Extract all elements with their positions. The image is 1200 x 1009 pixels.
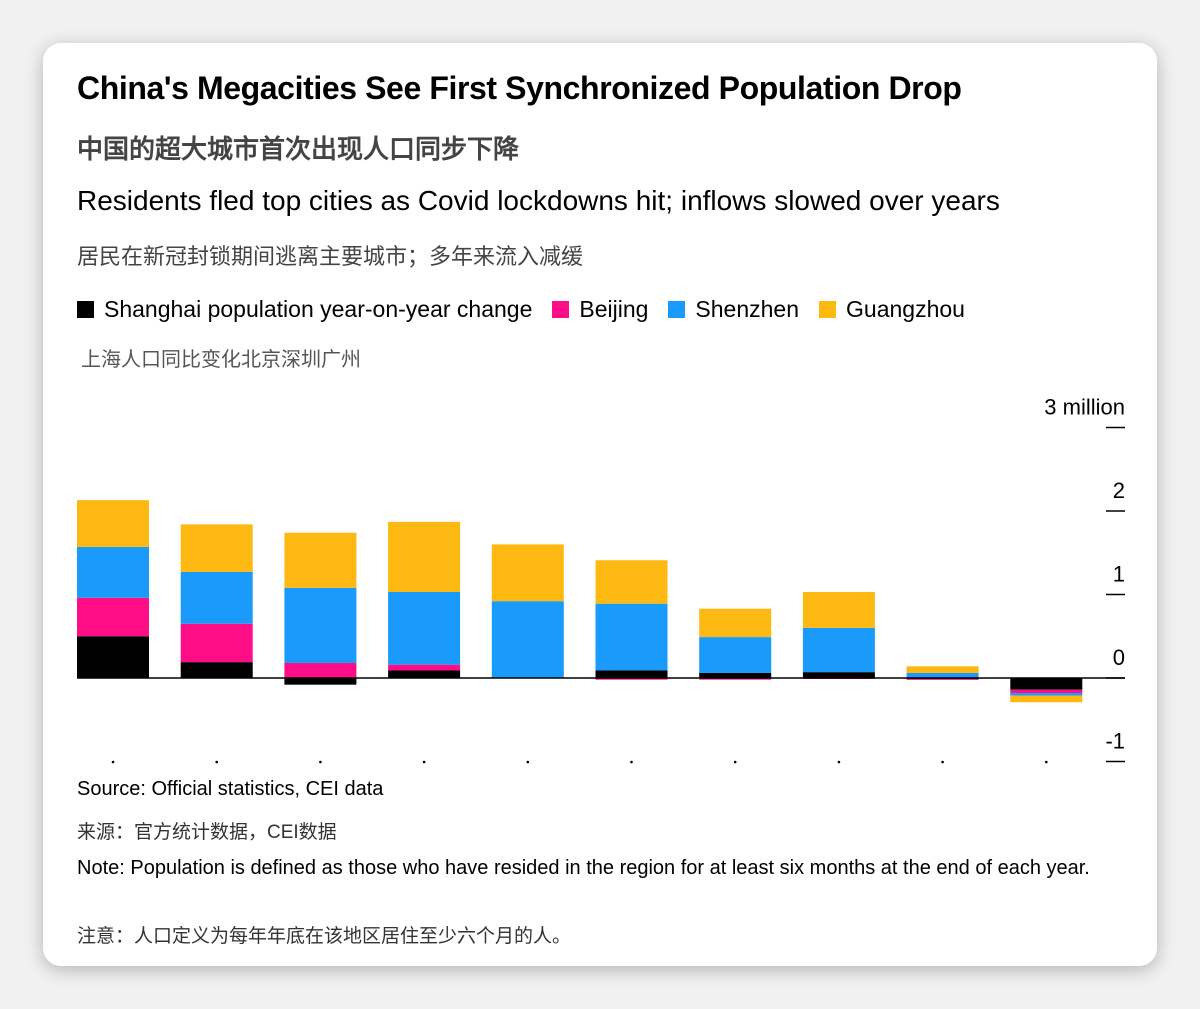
bar-segment-guangzhou <box>388 521 461 592</box>
bar-segment-shenzhen <box>77 546 149 598</box>
source-text: Source: Official statistics, CEI data <box>77 778 384 800</box>
bar-segment-shanghai <box>180 662 253 678</box>
bar-segment-guangzhou <box>802 591 875 628</box>
legend-label-shanghai: Shanghai population year-on-year change <box>104 296 533 322</box>
chart-card: China's Megacities See First Synchronize… <box>43 43 1157 966</box>
bar-segment-beijing <box>1010 689 1083 694</box>
y-tick-label: 3 million <box>1044 395 1125 420</box>
bar-segment-beijing <box>180 623 253 663</box>
bar-segment-guangzhou <box>906 666 979 673</box>
legend-label-zh: 上海人口同比变化北京深圳广州 <box>81 349 361 371</box>
bar-segment-shanghai <box>699 672 772 678</box>
bar-segment-shenzhen <box>180 571 253 624</box>
legend-item-shanghai: Shanghai population year-on-year change <box>77 296 532 323</box>
y-tick-label: 2 <box>1113 478 1125 503</box>
x-tick-mark <box>215 760 218 764</box>
bar-segment-shenzhen <box>491 601 564 678</box>
bar-segment-guangzhou <box>595 560 668 604</box>
x-tick-mark <box>319 760 322 764</box>
bar-segment-shanghai <box>77 636 149 678</box>
bar-segment-shenzhen <box>906 672 979 678</box>
x-tick-mark <box>1045 760 1048 764</box>
bar-segment-beijing <box>77 597 149 637</box>
note-text: Note: Population is defined as those who… <box>77 857 1090 879</box>
legend-swatch-shenzhen <box>668 301 686 318</box>
y-tick-label: 1 <box>1113 562 1125 587</box>
bar-segment-shanghai <box>595 670 668 678</box>
y-tick-label: -1 <box>1105 729 1125 754</box>
bar-segment-beijing <box>284 662 357 678</box>
bar-segment-shanghai <box>802 672 875 678</box>
bar-segment-shenzhen <box>595 603 668 671</box>
legend-swatch-guangzhou <box>819 301 837 318</box>
bar-segment-guangzhou <box>491 544 564 602</box>
x-tick-mark <box>422 760 426 764</box>
bar-segment-guangzhou <box>180 524 253 572</box>
bar-segment-guangzhou <box>699 608 772 638</box>
legend-item-shenzhen: Shenzhen <box>668 296 799 323</box>
source-text-zh: 来源：官方统计数据，CEI数据 <box>77 822 337 843</box>
legend-swatch-beijing <box>552 301 570 318</box>
x-tick-mark <box>941 760 944 764</box>
chart-title: China's Megacities See First Synchronize… <box>77 70 962 106</box>
bar-segment-shanghai <box>1010 678 1083 690</box>
bar-segment-beijing <box>595 678 668 680</box>
x-tick-mark <box>837 760 841 764</box>
bar-segment-shanghai <box>284 678 357 685</box>
stacked-bar-chart: 3 million 2 1 0 -1 <box>77 395 1125 764</box>
bar-segment-guangzhou <box>284 532 357 588</box>
chart-subtitle: Residents fled top cities as Covid lockd… <box>77 185 1000 216</box>
legend-label-beijing: Beijing <box>579 296 649 322</box>
bar-segment-guangzhou <box>1010 695 1083 703</box>
x-tick-mark <box>733 760 737 764</box>
legend-swatch-shanghai <box>77 301 94 318</box>
bar-segment-guangzhou <box>77 500 149 547</box>
bar-segment-shenzhen <box>284 587 357 663</box>
y-tick-label: 0 <box>1113 645 1125 670</box>
x-tick-mark <box>526 760 530 764</box>
note-text-zh: 注意：人口定义为每年年底在该地区居住至少六个月的人。 <box>77 926 572 947</box>
bar-segment-beijing <box>906 678 979 680</box>
bar-segment-shenzhen <box>1010 693 1083 696</box>
bar-segment-shanghai <box>388 670 461 678</box>
bar-segment-shenzhen <box>699 637 772 673</box>
x-tick-mark <box>630 760 633 764</box>
chart-subtitle-zh: 居民在新冠封锁期间逃离主要城市；多年来流入减缓 <box>77 244 584 269</box>
x-tick-mark <box>111 760 115 764</box>
legend-label-guangzhou: Guangzhou <box>846 296 965 322</box>
legend-label-shenzhen: Shenzhen <box>695 296 800 322</box>
legend: Shanghai population year-on-year change … <box>77 296 985 323</box>
bar-segment-shenzhen <box>802 627 875 673</box>
bar-segment-beijing <box>388 664 461 671</box>
bar-segment-shenzhen <box>388 591 461 665</box>
legend-item-guangzhou: Guangzhou <box>819 296 965 323</box>
legend-item-beijing: Beijing <box>552 296 648 323</box>
chart-title-zh: 中国的超大城市首次出现人口同步下降 <box>77 134 520 164</box>
bar-segment-beijing <box>699 678 772 680</box>
